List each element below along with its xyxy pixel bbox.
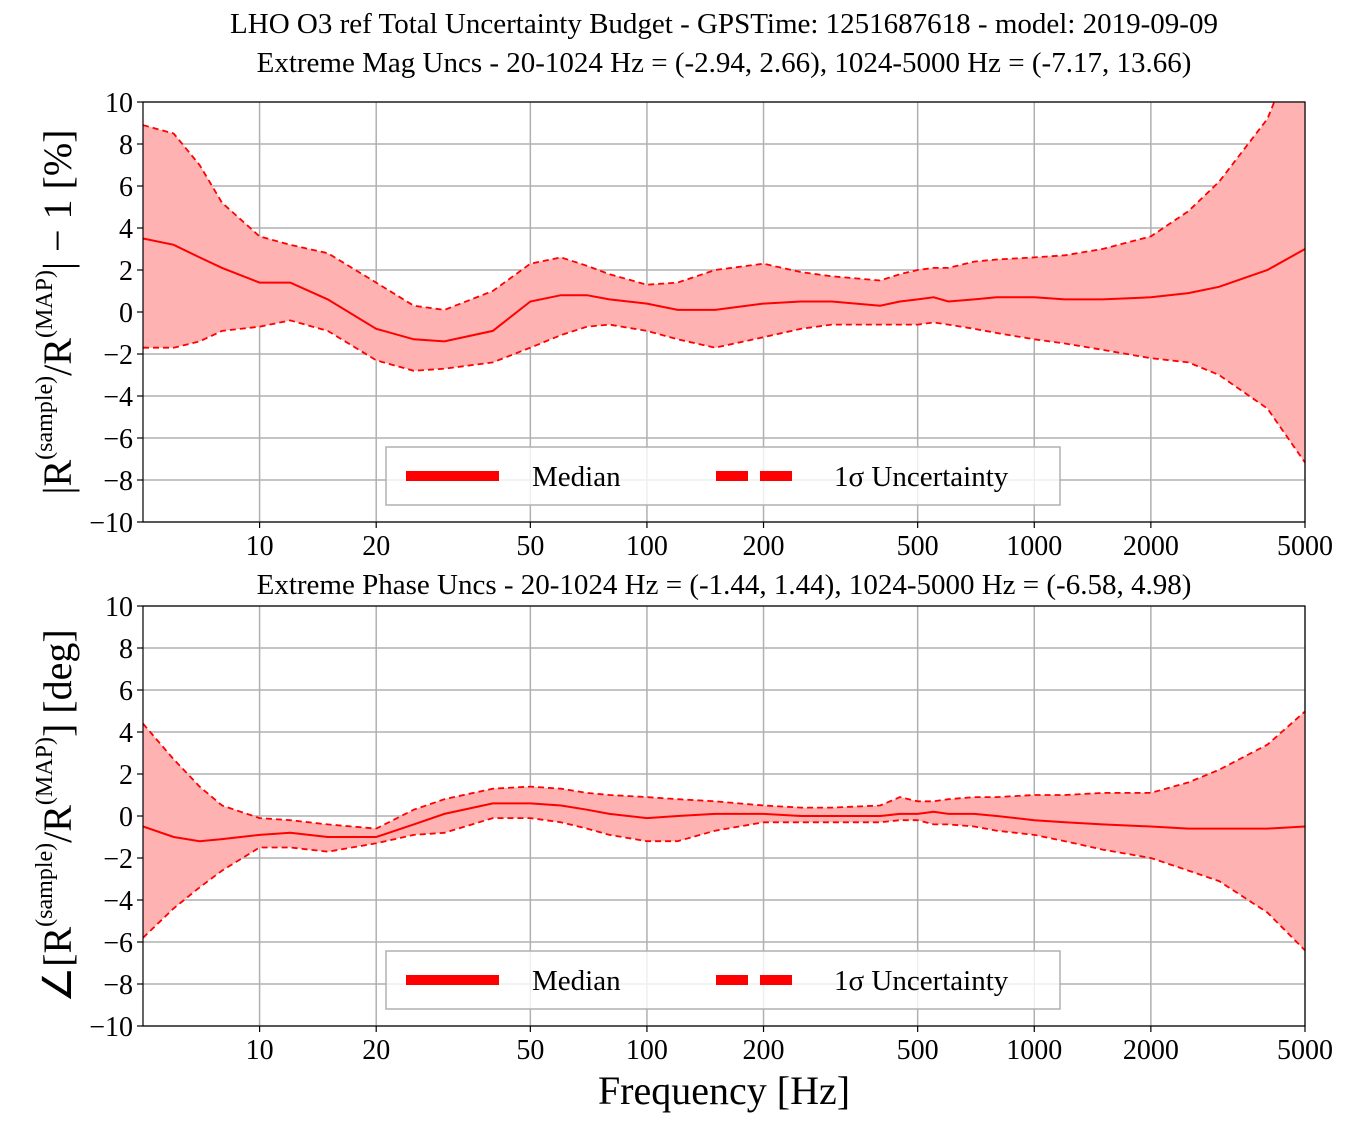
legend-label: 1σ Uncertainty [834, 965, 1009, 997]
y-tick-label: −2 [103, 844, 133, 875]
x-tick-label: 20 [362, 1035, 390, 1066]
x-tick-label: 500 [897, 1035, 939, 1066]
y-tick-label: −6 [103, 424, 133, 455]
band-fill [143, 711, 1305, 951]
y-axis-label: |R(sample)/R(MAP)| − 1 [%] [32, 130, 81, 495]
y-tick-label: 6 [119, 172, 133, 203]
y-tick-label: −10 [89, 1012, 133, 1043]
y-tick-label: −8 [103, 466, 133, 497]
y-tick-label: 4 [119, 718, 133, 749]
y-axis-label-part: (sample) [32, 843, 58, 927]
x-tick-label: 20 [362, 531, 390, 562]
y-tick-label: 6 [119, 676, 133, 707]
plot-area [143, 710, 1305, 952]
x-tick-label: 2000 [1123, 1035, 1179, 1066]
x-tick-label: 50 [516, 1035, 544, 1066]
y-axis-label-part: ] [deg] [35, 629, 80, 737]
y-tick-label: 10 [105, 88, 133, 119]
y-tick-label: −4 [103, 886, 133, 917]
y-tick-label: −2 [103, 340, 133, 371]
median-line [143, 237, 1305, 343]
x-tick-label: 1000 [1006, 531, 1062, 562]
y-tick-label: 10 [105, 592, 133, 623]
y-tick-label: 0 [119, 298, 133, 329]
y-tick-label: −8 [103, 970, 133, 1001]
chart-title: LHO O3 ref Total Uncertainty Budget - GP… [230, 8, 1218, 40]
band-edge [143, 817, 1305, 952]
chart-title: Extreme Phase Uncs - 20-1024 Hz = (-1.44… [257, 569, 1192, 601]
x-tick-label: 100 [626, 531, 668, 562]
x-tick-label: 5000 [1277, 531, 1333, 562]
y-axis-label: ∠[R(sample)/R(MAP)] [deg] [32, 629, 81, 1002]
y-axis-label-part: |R [35, 459, 80, 494]
y-tick-label: −10 [89, 508, 133, 539]
legend-label: Median [532, 461, 621, 493]
band-fill [143, 102, 1305, 463]
band-edge [143, 102, 1276, 311]
y-tick-label: −6 [103, 928, 133, 959]
x-tick-label: 500 [897, 531, 939, 562]
x-tick-label: 200 [743, 1035, 785, 1066]
x-tick-label: 10 [246, 1035, 274, 1066]
y-axis-label-part: ∠[R [35, 927, 80, 1003]
median-line [143, 802, 1305, 843]
y-axis-label-part: /R [35, 338, 80, 376]
x-tick-label: 10 [246, 531, 274, 562]
x-tick-label: 50 [516, 531, 544, 562]
y-tick-label: 0 [119, 802, 133, 833]
x-axis-label: Frequency [Hz] [598, 1068, 850, 1113]
y-tick-label: 4 [119, 214, 133, 245]
x-tick-label: 5000 [1277, 1035, 1333, 1066]
y-axis-label-part: (sample) [32, 376, 58, 460]
y-tick-label: −4 [103, 382, 133, 413]
x-tick-label: 200 [743, 531, 785, 562]
y-axis-label-part: | − 1 [%] [35, 130, 80, 271]
band-edge [143, 710, 1305, 830]
chart-subtitle: Extreme Mag Uncs - 20-1024 Hz = (-2.94, … [257, 47, 1192, 79]
y-axis-label-part: (MAP) [32, 737, 58, 805]
axes-frame [142, 605, 1306, 1027]
axes-frame [142, 101, 1306, 523]
y-axis-label-part: (MAP) [32, 270, 58, 338]
plot-area [143, 102, 1305, 464]
x-tick-label: 100 [626, 1035, 668, 1066]
legend-label: 1σ Uncertainty [834, 461, 1009, 493]
band-edge [143, 319, 1305, 464]
x-tick-label: 2000 [1123, 531, 1179, 562]
y-tick-label: 8 [119, 130, 133, 161]
legend-label: Median [532, 965, 621, 997]
y-tick-label: 8 [119, 634, 133, 665]
y-tick-label: 2 [119, 256, 133, 287]
x-tick-label: 1000 [1006, 1035, 1062, 1066]
y-axis-label-part: /R [35, 805, 80, 843]
y-tick-label: 2 [119, 760, 133, 791]
